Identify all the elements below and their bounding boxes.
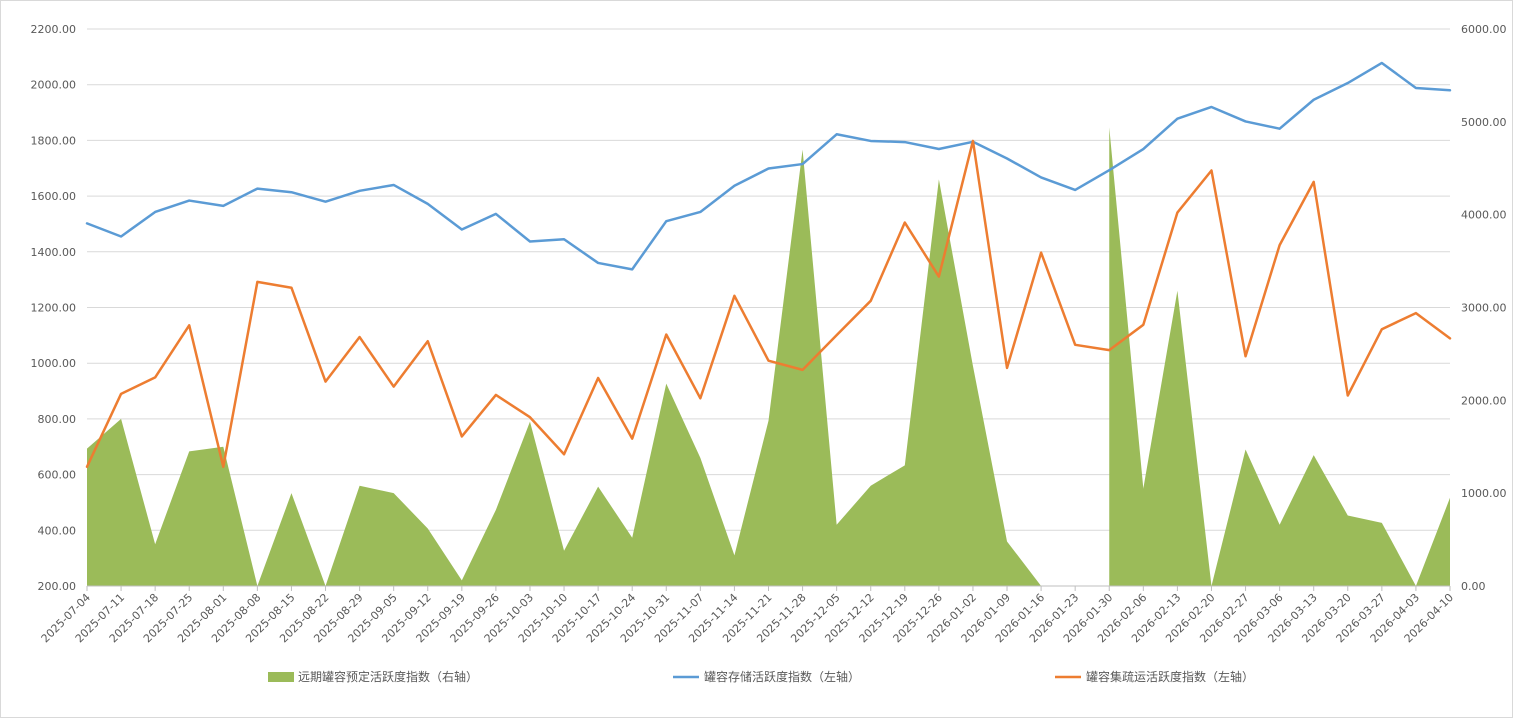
line-series-1: [85, 61, 1452, 271]
legend-label: 罐容存储活跃度指数（左轴）: [704, 669, 860, 684]
right-axis-tick-label: 4000.00: [1461, 209, 1507, 222]
left-axis-tick-label: 600.00: [38, 469, 77, 482]
legend-label: 罐容集疏运活跃度指数（左轴）: [1086, 669, 1254, 684]
right-axis-tick-label: 1000.00: [1461, 487, 1507, 500]
legend: 远期罐容预定活跃度指数（右轴） 罐容存储活跃度指数（左轴） 罐容集疏运活跃度指数（左…: [268, 669, 1254, 684]
right-axis-tick-label: 6000.00: [1461, 23, 1507, 36]
left-axis-tick-label: 400.00: [38, 524, 77, 537]
line-series-layer: [85, 61, 1452, 469]
left-axis-tick-label: 800.00: [38, 413, 77, 426]
right-axis-tick-label: 0.00: [1461, 580, 1486, 593]
left-axis-tick-label: 1800.00: [31, 134, 77, 147]
line-series-2: [85, 139, 1452, 469]
left-axis-tick-label: 2200.00: [31, 23, 77, 36]
legend-swatch-area: [268, 672, 294, 682]
left-axis-tick-label: 1600.00: [31, 190, 77, 203]
left-axis-tick-label: 1400.00: [31, 246, 77, 259]
area-series-segment: [1109, 127, 1450, 587]
left-axis-tick-label: 2000.00: [31, 79, 77, 92]
area-series-layer: [87, 127, 1450, 587]
left-axis-tick-label: 1200.00: [31, 302, 77, 315]
right-axis-tick-label: 5000.00: [1461, 116, 1507, 129]
area-series-segment: [87, 149, 1042, 586]
gridlines: [87, 28, 1450, 587]
left-axis-tick-label: 200.00: [38, 580, 77, 593]
legend-label: 远期罐容预定活跃度指数（右轴）: [298, 669, 478, 684]
left-axis-tick-label: 1000.00: [31, 357, 77, 370]
right-axis-tick-label: 2000.00: [1461, 394, 1507, 407]
right-axis-tick-label: 3000.00: [1461, 302, 1507, 315]
